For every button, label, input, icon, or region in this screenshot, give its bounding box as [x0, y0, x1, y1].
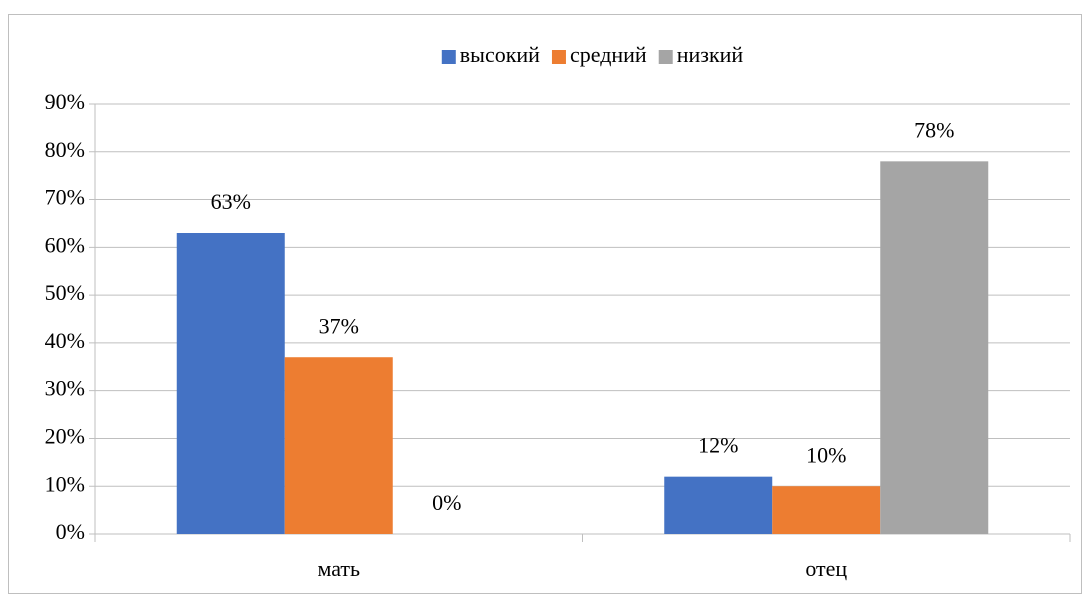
y-tick-label: 50%: [45, 280, 85, 305]
x-tick-label: мать: [317, 556, 360, 581]
y-tick-label: 90%: [45, 89, 85, 114]
y-tick-label: 40%: [45, 328, 85, 353]
bar: [880, 161, 989, 535]
data-label: 12%: [698, 433, 738, 458]
bar: [284, 357, 393, 534]
y-tick-label: 0%: [56, 519, 85, 544]
legend-swatch: [658, 50, 673, 64]
data-label: 10%: [806, 442, 846, 467]
legend-swatch: [551, 50, 566, 64]
data-label: 37%: [319, 313, 359, 338]
x-tick-label: отец: [805, 556, 847, 581]
y-tick-label: 20%: [45, 423, 85, 448]
y-tick-label: 30%: [45, 376, 85, 401]
legend-swatch: [441, 50, 456, 64]
data-label: 78%: [914, 117, 954, 142]
data-label: 63%: [211, 189, 251, 214]
bar: [664, 476, 773, 534]
data-label: 0%: [432, 490, 461, 515]
bar: [176, 233, 285, 534]
y-tick-label: 70%: [45, 185, 85, 210]
y-tick-label: 80%: [45, 137, 85, 162]
legend-label: средний: [570, 42, 647, 67]
y-tick-label: 60%: [45, 232, 85, 257]
y-tick-label: 10%: [45, 471, 85, 496]
bar: [772, 486, 881, 534]
legend-label: высокий: [460, 42, 540, 67]
legend-label: низкий: [677, 42, 744, 67]
